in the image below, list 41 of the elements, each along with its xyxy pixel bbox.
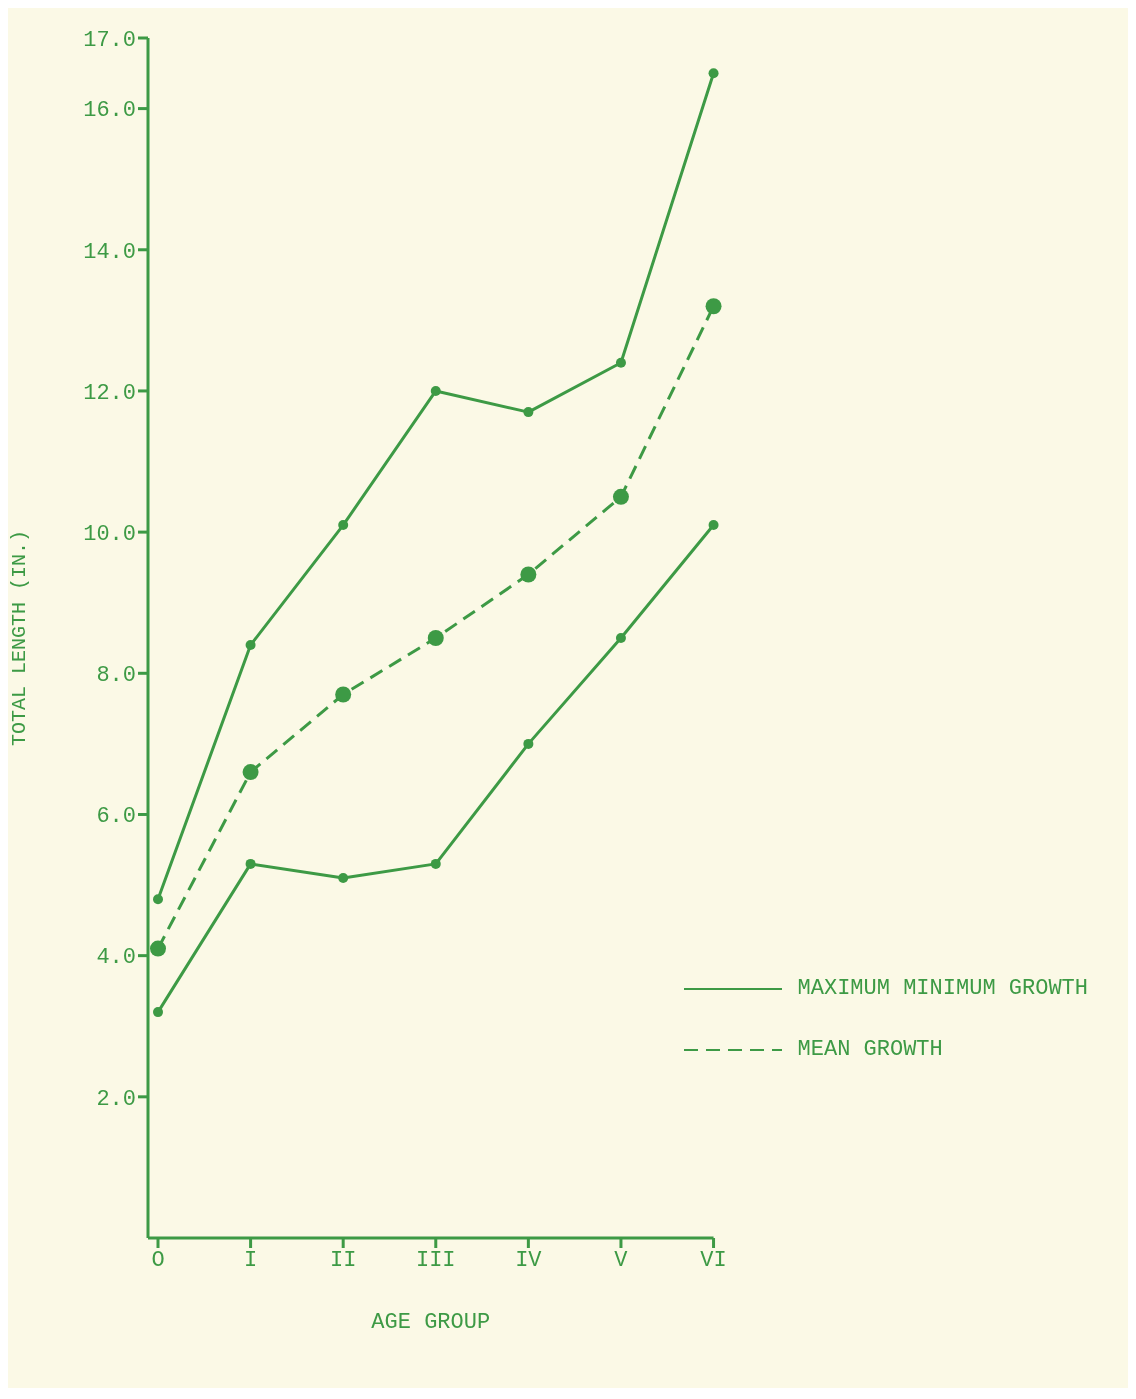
y-tick-label: 10.0 bbox=[83, 521, 136, 547]
y-tick-label: 8.0 bbox=[96, 663, 136, 689]
point bbox=[153, 894, 163, 905]
point bbox=[338, 520, 349, 531]
point bbox=[427, 630, 444, 646]
y-tick-label: 17.0 bbox=[83, 27, 136, 53]
y-tick-label: 6.0 bbox=[96, 804, 136, 830]
x-tick-label: O bbox=[151, 1247, 165, 1273]
point bbox=[708, 520, 719, 531]
y-tick-label: 16.0 bbox=[83, 98, 136, 124]
point bbox=[612, 488, 629, 505]
point bbox=[338, 873, 349, 883]
point bbox=[705, 298, 722, 315]
point bbox=[615, 633, 626, 643]
y-tick-label: 14.0 bbox=[83, 239, 136, 265]
x-tick-label: VI bbox=[700, 1247, 727, 1273]
legend-label: MEAN GROWTH bbox=[797, 1037, 943, 1062]
point bbox=[523, 738, 534, 749]
y-axis-title: TOTAL LENGTH (IN.) bbox=[8, 529, 32, 747]
point bbox=[150, 940, 166, 957]
point bbox=[615, 357, 626, 368]
point bbox=[430, 858, 441, 869]
x-tick-label: V bbox=[614, 1247, 629, 1273]
point bbox=[708, 68, 719, 79]
point bbox=[245, 858, 256, 869]
y-tick-label: 2.0 bbox=[96, 1086, 136, 1112]
point bbox=[242, 764, 259, 781]
y-tick-label: 12.0 bbox=[83, 380, 136, 406]
x-tick-label: I bbox=[243, 1247, 258, 1273]
point bbox=[245, 640, 256, 651]
point bbox=[520, 566, 537, 583]
point bbox=[335, 686, 352, 703]
legend-label: MAXIMUM MINIMUM GROWTH bbox=[797, 976, 1088, 1001]
point bbox=[523, 407, 534, 418]
x-tick-label: II bbox=[329, 1247, 357, 1273]
point bbox=[153, 1007, 163, 1018]
y-tick-label: 4.0 bbox=[96, 945, 136, 971]
x-tick-label: IV bbox=[515, 1247, 543, 1273]
x-tick-label: III bbox=[415, 1247, 456, 1273]
x-axis-title: AGE GROUP bbox=[371, 1310, 491, 1335]
point bbox=[430, 385, 441, 396]
